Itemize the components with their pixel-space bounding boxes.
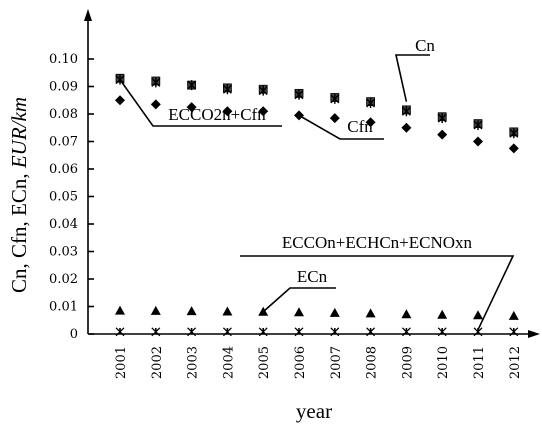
- data-point-eccon-echcn-ecnoxn: [294, 327, 304, 337]
- annotation-leader: [240, 255, 515, 331]
- data-point-cfn: [329, 113, 340, 124]
- y-tick-label: 0: [70, 327, 78, 342]
- data-point-ecn: [329, 307, 340, 317]
- data-point-cfn: [365, 117, 376, 128]
- data-point-ecco2n-cfn: [401, 106, 411, 117]
- y-tick-label: 0.07: [49, 135, 78, 150]
- x-tick-label: 2007: [329, 346, 344, 379]
- y-tick-label: 0.08: [49, 107, 78, 122]
- data-point-eccon-echcn-ecnoxn: [330, 327, 340, 337]
- y-axis-label: Cn, Cfn, ECn, EUR/km: [7, 97, 31, 293]
- annotation-leader: [395, 54, 430, 102]
- y-axis-label-unit: EUR/km: [7, 97, 31, 169]
- data-point-cfn: [401, 122, 412, 133]
- data-point-ecn: [294, 307, 304, 317]
- data-point-eccon-echcn-ecnoxn: [258, 327, 268, 337]
- series-cfn: [115, 95, 519, 154]
- axes: [84, 9, 540, 338]
- data-point-ecco2n-cfn: [437, 113, 447, 124]
- ticks: 0 0.01 0.02 0.03 0.04 0.05 0.06 0.07 0.08 0.09 0.1…: [49, 52, 523, 379]
- y-tick-label: 0.02: [49, 272, 78, 287]
- x-tick-label: 2002: [150, 346, 165, 379]
- annotation-label: ECn: [297, 267, 328, 286]
- data-point-eccon-echcn-ecnoxn: [222, 327, 232, 337]
- y-tick-label: 0.06: [49, 162, 78, 177]
- x-tick-label: 2001: [114, 346, 129, 379]
- data-point-ecco2n-cfn: [187, 80, 197, 91]
- data-point-ecco2n-cfn: [151, 77, 161, 88]
- y-tick-label: 0.09: [49, 80, 78, 95]
- annotations: Cn ECCO2n+Cfn Cfn ECn ECCOn+ECHCn+ECNOxn: [119, 36, 515, 331]
- annotation-cn: Cn: [395, 36, 435, 102]
- data-point-ecn: [186, 306, 197, 316]
- data-point-ecco2n-cfn: [258, 85, 268, 96]
- data-point-ecn: [365, 308, 376, 318]
- annotation-label: ECCO2n+Cfn: [168, 105, 266, 124]
- data-point-ecco2n-cfn: [330, 93, 340, 104]
- y-tick-label: 0.04: [49, 217, 78, 232]
- annotation-label: ECCOn+ECHCn+ECNOxn: [282, 233, 473, 252]
- marks: [115, 73, 519, 337]
- x-axis-arrow: [528, 330, 540, 338]
- data-point-cfn: [150, 99, 161, 110]
- data-point-ecn: [437, 309, 448, 319]
- y-axis-label-plain: Cn, Cfn, ECn,: [7, 168, 31, 293]
- data-point-cfn: [115, 95, 125, 106]
- annotation-leader: [119, 79, 282, 127]
- x-tick-label: 2005: [257, 346, 272, 379]
- data-point-ecn: [222, 306, 233, 316]
- data-point-ecn: [115, 305, 125, 315]
- data-point-cfn: [437, 129, 448, 140]
- series-ecco2n-cfn: [115, 74, 519, 139]
- data-point-eccon-echcn-ecnoxn: [437, 327, 447, 337]
- x-tick-label: 2004: [221, 346, 236, 379]
- data-point-eccon-echcn-ecnoxn: [187, 327, 197, 337]
- x-tick-label: 2010: [436, 346, 451, 379]
- x-tick-label: 2006: [293, 346, 308, 379]
- data-point-ecn: [508, 310, 519, 320]
- y-axis-arrow: [84, 9, 92, 21]
- data-point-ecco2n-cfn: [366, 98, 376, 108]
- data-point-ecn: [150, 305, 161, 315]
- data-point-eccon-echcn-ecnoxn: [366, 327, 376, 337]
- data-point-eccon-echcn-ecnoxn: [473, 327, 483, 337]
- data-point-cfn: [258, 106, 269, 117]
- data-point-cfn: [473, 136, 483, 147]
- data-point-eccon-echcn-ecnoxn: [115, 327, 125, 337]
- annotation-label: Cfn: [347, 117, 373, 136]
- data-point-eccon-echcn-ecnoxn: [401, 327, 411, 337]
- series-ecn: [115, 305, 519, 320]
- data-point-cfn: [186, 102, 197, 113]
- annotation-eccon-echcn-ecnoxn: ECCOn+ECHCn+ECNOxn: [240, 233, 515, 331]
- x-tick-label: 2008: [365, 346, 380, 379]
- annotation-label: Cn: [415, 36, 435, 55]
- series-eccon-echcn-ecnoxn: [115, 327, 519, 337]
- annotation-cfn: Cfn: [298, 114, 384, 140]
- x-tick-label: 2011: [472, 346, 487, 379]
- y-tick-label: 0.05: [49, 190, 78, 205]
- data-point-eccon-echcn-ecnoxn: [509, 327, 519, 337]
- data-point-ecn: [401, 309, 412, 319]
- x-tick-label: 2003: [186, 346, 201, 379]
- data-point-eccon-echcn-ecnoxn: [151, 327, 161, 337]
- annotation-leader: [298, 114, 384, 140]
- x-axis-label: year: [296, 399, 332, 423]
- annotation-ecn: ECn: [262, 267, 336, 313]
- data-point-ecco2n-cfn: [473, 120, 483, 130]
- data-point-ecn: [473, 310, 483, 320]
- data-point-ecco2n-cfn: [294, 89, 304, 100]
- y-tick-label: 0.10: [49, 52, 78, 67]
- annotation-leader: [262, 287, 336, 313]
- data-point-ecco2n-cfn: [222, 84, 232, 95]
- y-tick-label: 0.01: [49, 300, 78, 315]
- y-tick-label: 0.03: [49, 245, 78, 260]
- annotation-ecco2n-cfn: ECCO2n+Cfn: [119, 79, 282, 127]
- data-point-cfn: [222, 106, 233, 117]
- x-tick-label: 2012: [508, 346, 523, 379]
- x-tick-label: 2009: [400, 346, 415, 379]
- data-point-ecco2n-cfn: [509, 128, 519, 139]
- data-point-cfn: [508, 143, 519, 154]
